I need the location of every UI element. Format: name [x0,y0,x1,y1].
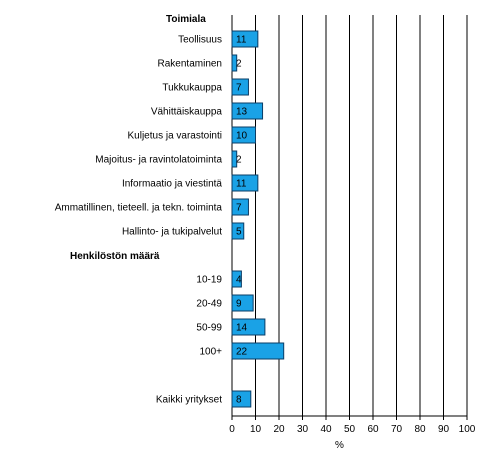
bar [231,270,242,288]
category-label: Rakentaminen [158,59,222,70]
category-label: Teollisuus [178,35,222,46]
bar [231,30,259,48]
x-tick-label: 70 [391,424,403,435]
bar [231,126,256,144]
bar [231,318,266,336]
bar [231,54,238,72]
data-label: 4 [236,275,242,286]
x-tick-label: 40 [320,424,332,435]
data-label: 11 [236,35,247,46]
x-tick-label: 80 [414,424,426,435]
data-label: 8 [236,395,242,406]
x-tick-label: 0 [229,424,235,435]
x-tick-label: 90 [438,424,450,435]
bar [231,78,249,96]
group-heading: Toimiala [166,14,206,25]
category-label: 20-49 [196,299,222,310]
data-label: 22 [236,347,248,358]
category-label: 100+ [199,347,222,358]
category-label: Kaikki yritykset [156,395,222,406]
x-tick-label: 50 [344,424,356,435]
category-label: Hallinto- ja tukipalvelut [122,227,222,238]
group-heading: Henkilöstön määrä [70,251,160,262]
x-tick-label: 100 [459,424,476,435]
bar [231,390,252,408]
data-label: 9 [236,299,242,310]
category-label: Tukkukauppa [162,83,222,94]
bar [231,174,259,192]
data-label: 7 [236,203,242,214]
bar [231,222,245,240]
data-label: 11 [236,179,247,190]
bar [231,342,285,360]
bar [231,294,254,312]
data-label: 14 [236,323,248,334]
bar [231,150,238,168]
bar [231,198,249,216]
category-label: Informaatio ja viestintä [122,179,222,190]
x-tick-label: 20 [273,424,285,435]
data-label: 2 [236,59,242,70]
category-label: Kuljetus ja varastointi [128,131,223,142]
category-label: Vähittäiskauppa [151,107,223,118]
data-label: 7 [236,83,242,94]
bar [231,102,264,120]
data-label: 5 [236,227,242,238]
data-label: 13 [236,107,248,118]
category-label: Majoitus- ja ravintolatoiminta [95,155,222,166]
category-label: Ammatillinen, tieteell. ja tekn. toimint… [55,203,223,214]
data-label: 10 [236,131,248,142]
category-label: 10-19 [196,275,222,286]
category-label: 50-99 [196,323,222,334]
data-label: 2 [236,155,242,166]
x-tick-label: 10 [250,424,262,435]
x-axis-label: % [335,440,344,451]
x-tick-label: 30 [297,424,309,435]
x-tick-label: 60 [367,424,379,435]
